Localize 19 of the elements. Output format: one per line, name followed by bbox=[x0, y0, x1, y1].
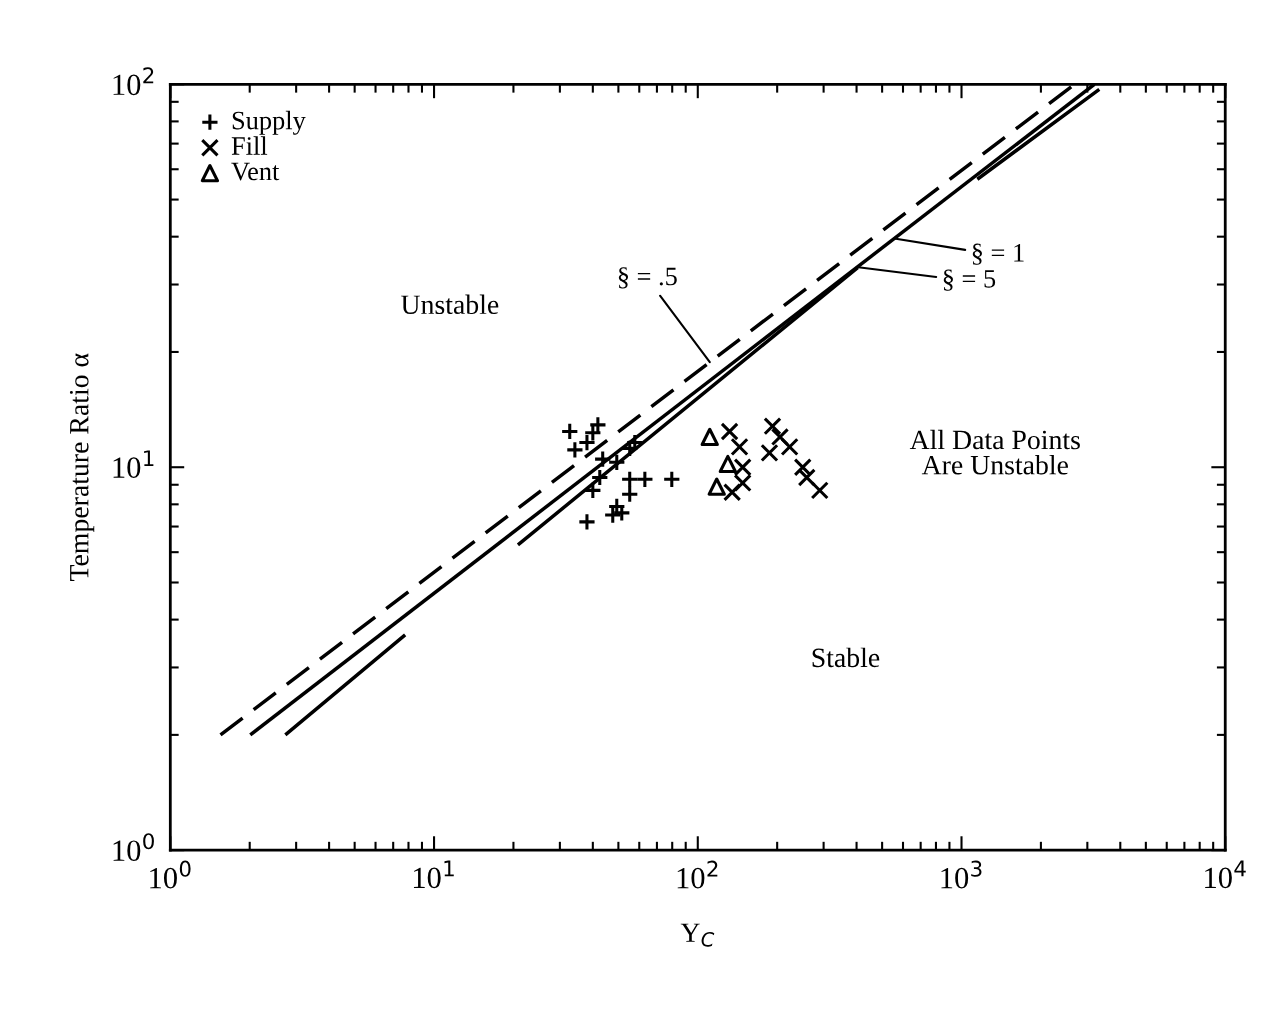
y-tick-label: 10$^{2}$ bbox=[113, 67, 154, 96]
x-tick-label: 10$^{2}$ bbox=[677, 860, 718, 889]
annotation: Stable bbox=[812, 647, 880, 668]
text: § = .5 bbox=[618, 267, 677, 289]
y-tick-label: 10$^{0}$ bbox=[113, 833, 154, 862]
legend-label: § = 1 bbox=[972, 243, 1024, 265]
legend-label: Vent bbox=[231, 162, 280, 181]
x-tick-label: 10$^{0}$ bbox=[150, 860, 191, 889]
annotation: All Data Points Are Unstable bbox=[909, 429, 1080, 475]
x-tick-label: 10$^{3}$ bbox=[941, 860, 982, 889]
y-tick-label: 10$^{1}$ bbox=[113, 450, 154, 478]
x-tick-label: 10$^{1}$ bbox=[413, 860, 454, 889]
legend-label: § = 5 bbox=[943, 269, 996, 291]
y-axis-title: Temperature Ratio α bbox=[69, 353, 95, 582]
annotation: Unstable bbox=[401, 294, 499, 315]
x-tick-label: 10$^{4}$ bbox=[1205, 860, 1246, 889]
x-axis-title: Y$_{C}$ bbox=[680, 923, 715, 947]
legend-label: Supply bbox=[232, 110, 306, 135]
legend-label: Fill bbox=[231, 136, 268, 155]
